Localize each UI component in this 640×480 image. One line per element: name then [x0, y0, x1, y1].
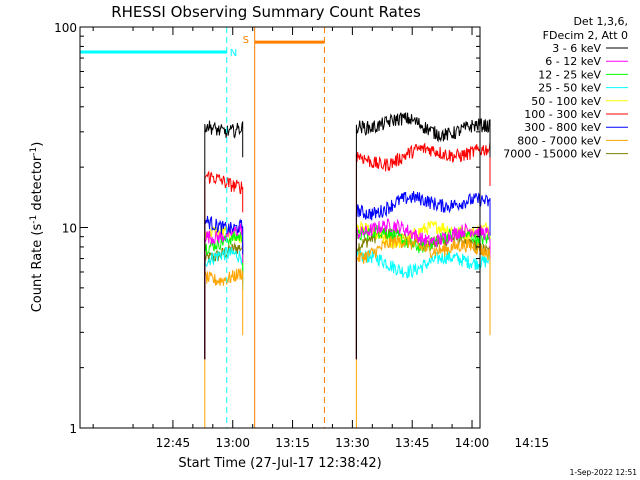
series-800-7000-kev: [204, 235, 491, 428]
legend-entry: 3 - 6 keV: [552, 42, 628, 55]
x-tick-label: 12:45: [156, 436, 191, 450]
series-trace-segment: [204, 223, 244, 360]
y-axis-label-main: Count Rate (s: [30, 224, 45, 313]
y-tick-label: 100: [54, 21, 77, 35]
legend-entry-label: 7000 - 15000 keV: [503, 148, 601, 161]
x-tick-label: 13:30: [335, 436, 370, 450]
legend-entry-label: 6 - 12 keV: [545, 55, 601, 68]
x-tick-label: 13:00: [215, 436, 250, 450]
series-3-6-kev: [204, 112, 491, 360]
legend-entry: 12 - 25 keV: [538, 68, 628, 81]
legend-header-line-1: Det 1,3,6,: [573, 15, 628, 28]
y-axis-label-sup1: -1: [29, 215, 39, 224]
x-tick-label: 14:00: [455, 436, 490, 450]
y-axis-label-mid: detector: [30, 155, 45, 215]
legend-entry-label: 50 - 100 keV: [531, 95, 601, 108]
axes: 1 10 100 12:45 13:00 13:15 13:30 13:45 14:00 14:1…: [54, 21, 549, 450]
x-tick-label: 13:45: [395, 436, 430, 450]
series-25-50-kev: [204, 246, 491, 360]
night-label: N: [230, 48, 237, 59]
series-trace-segment: [204, 170, 244, 360]
series-trace-segment: [204, 246, 244, 360]
legend-entry: 25 - 50 keV: [538, 82, 628, 95]
series-trace-segment: [355, 112, 491, 360]
series-trace-segment: [355, 191, 491, 360]
saa-label: S: [243, 35, 249, 46]
y-tick-label: 10: [62, 222, 77, 236]
legend-entry-label: 300 - 800 keV: [524, 121, 601, 134]
series-trace-segment: [204, 215, 244, 360]
legend-entry-label: 3 - 6 keV: [552, 42, 601, 55]
series-trace-segment: [204, 268, 244, 428]
legend-entry-label: 12 - 25 keV: [538, 68, 601, 81]
legend-entry: 6 - 12 keV: [545, 55, 628, 68]
series-300-800-kev: [204, 191, 491, 360]
series-trace-segment: [204, 120, 244, 360]
footer-date: 1-Sep-2022 12:51: [570, 468, 638, 477]
legend-entry: 50 - 100 keV: [531, 95, 628, 108]
legend-entry: 7000 - 15000 keV: [503, 148, 628, 161]
legend-entry: 300 - 800 keV: [524, 121, 628, 134]
series-trace-segment: [355, 218, 491, 360]
legend-entry-label: 100 - 300 keV: [524, 108, 601, 121]
y-tick-label: 1: [69, 422, 77, 436]
series-trace-segment: [355, 142, 491, 360]
series-6-12-kev: [204, 218, 491, 360]
legend-entry: 800 - 7000 keV: [517, 134, 628, 147]
x-axis-label: Start Time (27-Jul-17 12:38:42): [178, 456, 381, 471]
x-tick-label: 14:15: [515, 436, 550, 450]
y-axis-label-sup2: -1: [29, 147, 39, 156]
chart-title: RHESSI Observing Summary Count Rates: [111, 3, 421, 21]
legend-entry-label: 25 - 50 keV: [538, 82, 601, 95]
y-axis-label-end: ): [30, 142, 45, 147]
series-trace-segment: [355, 235, 491, 428]
y-axis-label: Count Rate (s-1 detector-1): [29, 142, 45, 313]
legend-header-line-2: FDecim 2, Att 0: [543, 29, 628, 42]
legend-entry-label: 800 - 7000 keV: [517, 134, 601, 147]
legend-entry: 100 - 300 keV: [524, 108, 628, 121]
series-trace-segment: [355, 249, 491, 360]
series-100-300-kev: [204, 142, 491, 360]
x-tick-label: 13:15: [275, 436, 310, 450]
